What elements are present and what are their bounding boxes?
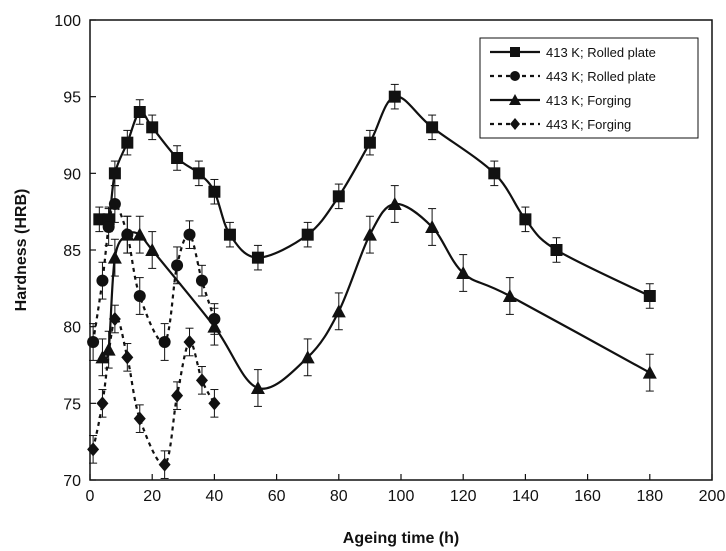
legend-marker-square bbox=[510, 47, 520, 57]
data-point-square bbox=[121, 136, 134, 149]
x-tick-label: 80 bbox=[330, 488, 348, 505]
data-point-diamond bbox=[158, 457, 171, 472]
data-point-triangle bbox=[120, 227, 135, 241]
data-point-diamond bbox=[96, 396, 109, 411]
y-axis-title: Hardness (HRB) bbox=[13, 189, 30, 312]
data-point-triangle bbox=[207, 319, 222, 333]
data-point-triangle bbox=[95, 350, 110, 364]
data-point-circle bbox=[133, 290, 146, 302]
legend-label: 413 K; Forging bbox=[546, 93, 631, 108]
x-tick-label: 160 bbox=[574, 488, 601, 505]
data-point-triangle bbox=[331, 304, 346, 318]
data-point-triangle bbox=[145, 243, 160, 256]
data-point-circle bbox=[108, 198, 121, 210]
data-point-square bbox=[301, 228, 314, 241]
data-point-circle bbox=[195, 274, 208, 287]
x-tick-label: 140 bbox=[512, 488, 539, 505]
data-point-square bbox=[519, 213, 532, 226]
data-point-triangle bbox=[132, 227, 147, 241]
data-point-square bbox=[388, 90, 401, 103]
y-tick-label: 85 bbox=[63, 243, 81, 260]
data-point-square bbox=[108, 167, 121, 180]
data-point-diamond bbox=[108, 312, 121, 326]
series-line-diamond bbox=[92, 316, 216, 466]
x-tick-label: 60 bbox=[268, 488, 286, 505]
y-tick-label: 75 bbox=[63, 396, 81, 413]
x-tick-label: 20 bbox=[143, 488, 161, 505]
data-point-triangle bbox=[300, 350, 315, 364]
y-tick-label: 90 bbox=[63, 166, 81, 183]
x-tick-label: 40 bbox=[206, 488, 224, 505]
data-point-diamond bbox=[121, 350, 134, 365]
data-point-diamond bbox=[133, 411, 146, 426]
y-tick-label: 95 bbox=[63, 90, 81, 107]
data-point-square bbox=[363, 136, 376, 149]
x-tick-label: 180 bbox=[636, 488, 663, 505]
data-point-circle bbox=[183, 228, 196, 241]
x-tick-label: 0 bbox=[86, 488, 95, 505]
data-point-triangle bbox=[456, 266, 471, 279]
axis-ticks: 0 20 40 60 80 100 120 140 160 180 200 70 75 80 85 90 95 1… bbox=[54, 13, 725, 505]
data-point-square bbox=[550, 244, 563, 256]
data-point-diamond bbox=[87, 442, 100, 457]
y-tick-label: 100 bbox=[54, 13, 81, 30]
legend-label: 443 K; Rolled plate bbox=[546, 69, 656, 84]
data-point-diamond bbox=[171, 388, 184, 403]
legend-label: 413 K; Rolled plate bbox=[546, 45, 656, 60]
data-point-square bbox=[643, 290, 656, 302]
data-point-square bbox=[251, 251, 264, 264]
data-point-circle bbox=[208, 313, 221, 325]
data-point-square bbox=[146, 121, 159, 134]
legend-marker-triangle bbox=[509, 94, 521, 105]
legend: 413 K; Rolled plate 443 K; Rolled plate 41… bbox=[479, 37, 699, 139]
data-point-square bbox=[93, 213, 106, 226]
data-point-diamond bbox=[208, 396, 221, 411]
data-point-square bbox=[171, 152, 184, 164]
y-tick-label: 80 bbox=[63, 320, 81, 337]
data-point-triangle bbox=[362, 227, 377, 241]
data-point-square bbox=[133, 106, 146, 118]
data-point-square bbox=[223, 228, 236, 241]
data-point-triangle bbox=[387, 197, 402, 210]
data-point-square bbox=[488, 167, 501, 180]
data-point-circle bbox=[102, 221, 115, 233]
data-point-triangle bbox=[425, 220, 440, 233]
data-point-triangle bbox=[502, 289, 517, 302]
data-point-circle bbox=[158, 336, 171, 348]
x-axis-title: Ageing time (h) bbox=[343, 530, 459, 547]
data-point-diamond bbox=[183, 335, 196, 349]
legend-marker-circle bbox=[510, 71, 520, 81]
legend-marker-diamond bbox=[510, 118, 520, 130]
data-point-square bbox=[208, 185, 221, 198]
data-point-circle bbox=[171, 259, 184, 272]
data-point-square bbox=[332, 190, 345, 203]
y-tick-label: 70 bbox=[63, 473, 81, 490]
data-point-circle bbox=[87, 336, 100, 348]
data-point-square bbox=[426, 121, 439, 134]
legend-label: 443 K; Forging bbox=[546, 117, 631, 132]
data-point-circle bbox=[96, 274, 109, 287]
series-markers bbox=[87, 90, 657, 472]
data-point-triangle bbox=[642, 365, 657, 379]
data-point-diamond bbox=[195, 373, 208, 388]
x-tick-label: 100 bbox=[388, 488, 415, 505]
data-point-triangle bbox=[101, 342, 116, 356]
data-point-triangle bbox=[250, 381, 265, 394]
x-tick-label: 200 bbox=[699, 488, 726, 505]
data-point-square bbox=[192, 167, 205, 180]
data-point-triangle bbox=[107, 250, 122, 264]
x-tick-label: 120 bbox=[450, 488, 477, 505]
